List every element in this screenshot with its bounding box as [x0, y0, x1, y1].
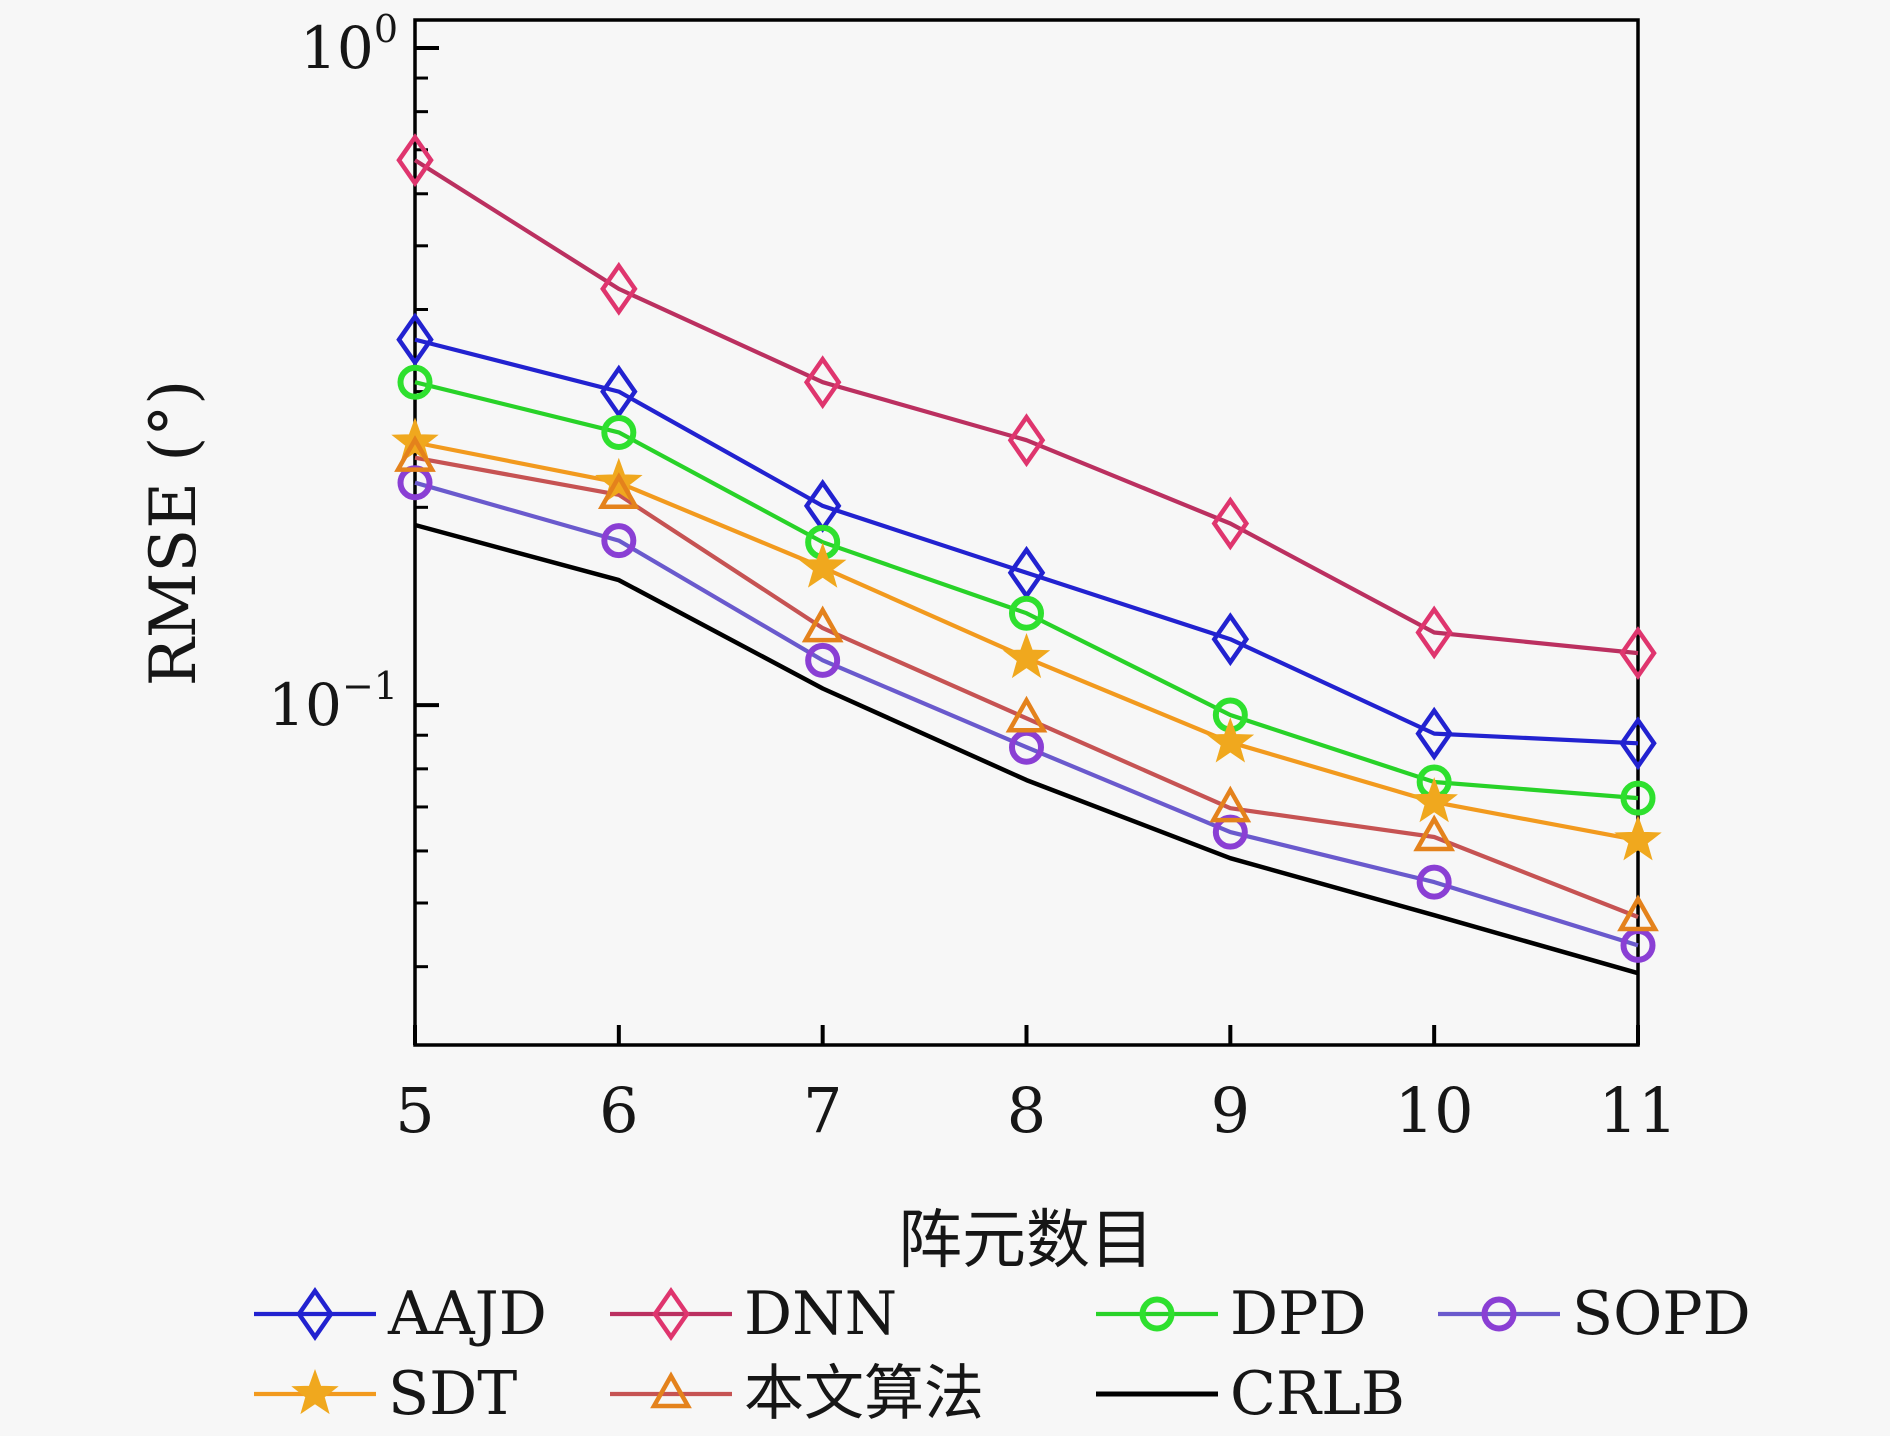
legend-item-aajd: AAJD: [252, 1278, 547, 1350]
crlb-line-icon: [1096, 1391, 1218, 1397]
legend-label: SOPD: [1572, 1279, 1751, 1349]
svg-text:5: 5: [395, 1074, 434, 1147]
legend-label: AAJD: [388, 1279, 547, 1349]
legend-label: DNN: [744, 1279, 898, 1349]
legend-label: SDT: [388, 1359, 518, 1429]
dpd-line-marker-icon: [1096, 1296, 1218, 1332]
svg-text:6: 6: [599, 1074, 638, 1147]
svg-text:10−1: 10−1: [268, 664, 398, 739]
y-axis-title: RMSE (°): [137, 380, 211, 687]
svg-text:9: 9: [1211, 1074, 1250, 1147]
legend-label: 本文算法: [744, 1359, 984, 1429]
legend-item-sopd: SOPD: [1436, 1278, 1751, 1350]
legend-item-sdt: SDT: [252, 1358, 517, 1430]
aajd-line-marker-icon: [254, 1287, 376, 1341]
legend-label: CRLB: [1230, 1359, 1406, 1429]
x-axis-title: 阵元数目: [898, 1204, 1154, 1278]
legend-label: DPD: [1230, 1279, 1367, 1349]
legend-item-benwen: 本文算法: [608, 1358, 984, 1430]
svg-text:8: 8: [1007, 1074, 1046, 1147]
axes-frame: [413, 18, 1640, 1047]
legend-item-dnn: DNN: [608, 1278, 897, 1350]
svg-text:100: 100: [300, 7, 398, 82]
sopd-line-marker-icon: [1438, 1296, 1560, 1332]
proposed-line-marker-icon: [610, 1371, 732, 1409]
series-lines: [413, 158, 1639, 976]
svg-text:7: 7: [803, 1074, 842, 1147]
sdt-line-marker-icon: [254, 1369, 376, 1415]
legend-item-dpd: DPD: [1094, 1278, 1367, 1350]
svg-text:10: 10: [1395, 1074, 1474, 1147]
chart-legend: AAJD DNN DPD SOPD SDT 本文算法 CRLB: [0, 1278, 1890, 1436]
series-markers: [391, 133, 1662, 963]
legend-item-crlb: CRLB: [1094, 1358, 1405, 1430]
svg-text:11: 11: [1599, 1074, 1678, 1147]
dnn-line-marker-icon: [610, 1287, 732, 1341]
tick-labels: 5 6 7 8 9 10 11 100 10−1: [268, 7, 1677, 1147]
